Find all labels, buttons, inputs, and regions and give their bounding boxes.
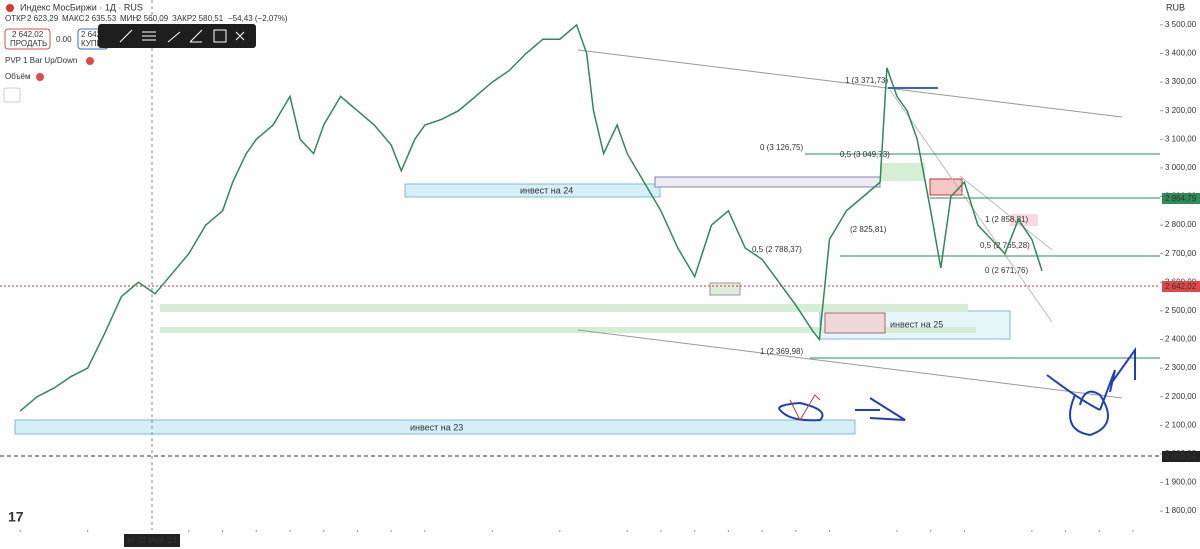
price-tag xyxy=(1162,451,1200,462)
trend-line xyxy=(577,49,1123,118)
zone-label: инвест на 23 xyxy=(410,422,463,432)
zone-label: инвест на 25 xyxy=(890,319,943,329)
zone-box xyxy=(880,163,925,181)
zone-band xyxy=(160,304,968,312)
collapse-button[interactable] xyxy=(3,87,21,103)
fib-label: 0,5 (2 765,28) xyxy=(980,241,1030,250)
scribble xyxy=(778,397,906,422)
scribble xyxy=(1046,346,1136,437)
crosshair-tag xyxy=(124,534,180,547)
price-tag xyxy=(1162,281,1200,292)
warning-icon xyxy=(36,73,44,81)
y-tick-label: 3 400,00 xyxy=(1165,49,1197,58)
fib-label: 0 (2 671,76) xyxy=(985,266,1028,275)
flag-icon xyxy=(6,4,14,12)
ohlc-value: 2 623,29 xyxy=(27,14,59,23)
zone-box xyxy=(709,282,741,296)
y-tick-label: 3 000,00 xyxy=(1165,163,1197,172)
zone-box xyxy=(404,183,661,198)
ohlc-key: ОТКР xyxy=(5,14,26,23)
time-axis xyxy=(0,532,1160,549)
y-tick-label: 2 200,00 xyxy=(1165,392,1197,401)
spread: 0.00 xyxy=(56,35,72,44)
buy-label: КУПИТЬ xyxy=(81,39,112,48)
indicator: PVP 1 Bar Up/Down xyxy=(5,56,77,65)
ohlc-key: МИН xyxy=(120,14,138,23)
toolbar-icons xyxy=(119,29,245,43)
chart-title: Индекс МосБиржи · 1Д · RUS xyxy=(20,2,143,12)
y-tick-label: 2 700,00 xyxy=(1165,249,1197,258)
zone-band xyxy=(160,327,976,333)
y-tick-label: 3 200,00 xyxy=(1165,106,1197,115)
ohlc-key: ЗАКР xyxy=(172,14,192,23)
ohlc-value: 2 580,51 xyxy=(192,14,224,23)
sell-label: ПРОДАТЬ xyxy=(10,39,47,48)
y-tick-label: 3 500,00 xyxy=(1165,20,1197,29)
fib-label: 1 (3 371,73) xyxy=(845,76,888,85)
drawing-toolbar[interactable] xyxy=(98,24,256,48)
ohlc-value: 2 635,53 xyxy=(85,14,117,23)
ohlc-value: 2 560,09 xyxy=(137,14,169,23)
ohlc-change: −54,43 (−2,07%) xyxy=(228,14,288,23)
fib-label: 1 (2 369,98) xyxy=(760,347,803,356)
y-tick-label: 2 100,00 xyxy=(1165,420,1197,429)
price-tag-label: 2 009,54 xyxy=(1165,452,1197,461)
y-tick-label: 1 900,00 xyxy=(1165,478,1197,487)
y-tick-label: 1 800,00 xyxy=(1165,506,1197,515)
currency: RUB xyxy=(1166,2,1185,12)
sell-price: 2 642,02 xyxy=(12,30,44,39)
sell-button[interactable] xyxy=(4,28,51,50)
zone-band xyxy=(654,176,881,188)
zone-box xyxy=(824,312,886,334)
scribble xyxy=(789,394,821,422)
fib-label: (2 825,81) xyxy=(850,225,887,234)
buy-price: 2 642 xyxy=(81,30,102,39)
fib-label: 0,5 (3 049,73) xyxy=(840,150,890,159)
ohlc-key: МАКС xyxy=(62,14,85,23)
zone-label: инвест на 24 xyxy=(520,185,573,195)
price-tag xyxy=(1162,193,1200,204)
price-tag-label: 2 964,79 xyxy=(1165,194,1197,203)
trend-line xyxy=(577,329,1123,399)
fib-label: 1 (2 858,81) xyxy=(985,215,1028,224)
crosshair-label: вт 02 Май '23 xyxy=(127,536,177,545)
price-line xyxy=(19,23,1043,412)
y-tick-label: 3 300,00 xyxy=(1165,77,1197,86)
price-tag-label: 2 642,02 xyxy=(1165,282,1197,291)
fib-label: 0,5 (2 788,37) xyxy=(752,245,802,254)
zone-box xyxy=(929,178,963,196)
y-tick-label: 2 300,00 xyxy=(1165,363,1197,372)
y-tick-label: 2 500,00 xyxy=(1165,306,1197,315)
zone-box xyxy=(14,419,856,435)
y-tick-label: 2 800,00 xyxy=(1165,220,1197,229)
trend-line xyxy=(959,175,1053,251)
y-tick-label: 2 400,00 xyxy=(1165,335,1197,344)
trend-line xyxy=(889,89,1053,323)
fib-label: 0 (3 126,75) xyxy=(760,143,803,152)
y-tick-label: 3 100,00 xyxy=(1165,134,1197,143)
warning-icon xyxy=(86,57,94,65)
indicator: Объём xyxy=(5,72,31,81)
logo: 17 xyxy=(8,509,24,525)
